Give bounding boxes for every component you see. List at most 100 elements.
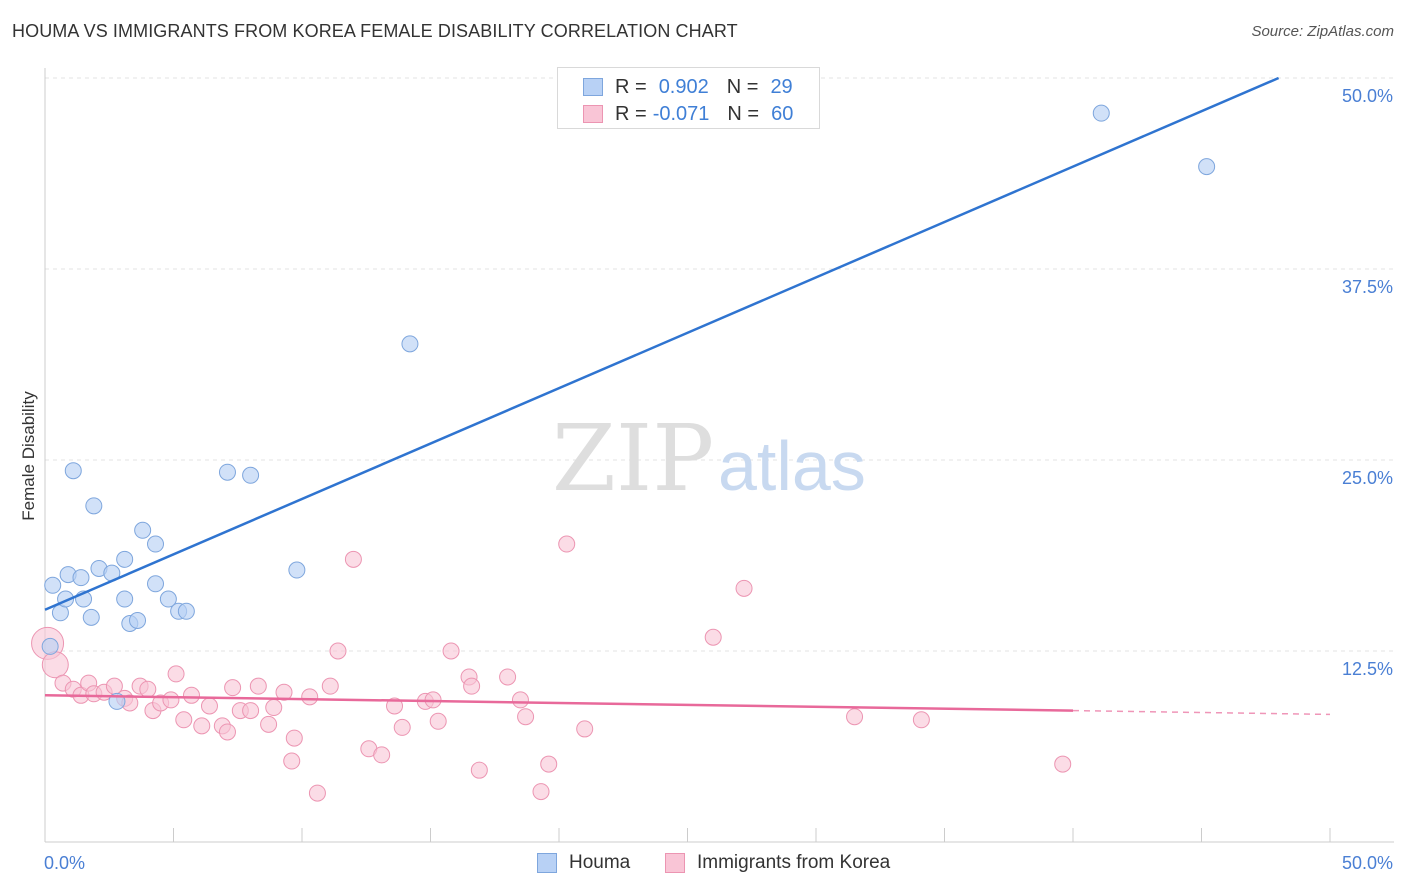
korea-point [1054, 755, 1072, 773]
korea-point [532, 783, 550, 801]
houma-point [134, 521, 152, 539]
y-tick-label: 50.0% [1342, 86, 1393, 106]
stats-n-label: N = [727, 102, 760, 125]
trendlines [44, 76, 1331, 716]
korea-point [275, 683, 293, 701]
stats-n-value: 29 [770, 75, 793, 98]
y-tick-label: 37.5% [1342, 277, 1393, 297]
watermark-atlas: atlas [718, 427, 866, 505]
houma-point [41, 637, 59, 655]
korea-point [200, 697, 218, 715]
legend-item-korea[interactable]: Immigrants from Korea [665, 852, 890, 874]
korea-point [193, 717, 211, 735]
stats-swatch-houma [583, 78, 603, 96]
houma-trendline [44, 76, 1280, 611]
korea-point [429, 712, 447, 730]
korea-point [249, 677, 267, 695]
korea-point [182, 686, 200, 704]
korea-point [470, 761, 488, 779]
legend-label-korea: Immigrants from Korea [697, 852, 891, 873]
korea-point [283, 752, 301, 770]
korea-points [31, 535, 1072, 802]
houma-point [147, 575, 165, 593]
houma-point [85, 497, 103, 515]
houma-point [129, 611, 147, 629]
houma-point [116, 550, 134, 568]
korea-point [218, 723, 236, 741]
stats-n-label: N = [726, 75, 759, 98]
houma-point [64, 462, 82, 480]
legend-item-houma[interactable]: Houma [537, 852, 630, 874]
legend-label-houma: Houma [569, 852, 631, 873]
gridlines [45, 77, 1394, 652]
korea-point [576, 720, 594, 738]
korea-point [463, 677, 481, 695]
watermark: ZIP atlas [552, 405, 866, 512]
stats-n-value: 60 [771, 102, 794, 125]
axes [44, 68, 1394, 843]
y-tick-label: 12.5% [1342, 659, 1393, 679]
korea-point [499, 668, 517, 686]
korea-trendline [44, 694, 1074, 712]
korea-point [442, 642, 460, 660]
houma-point [242, 466, 260, 484]
korea-point [41, 651, 69, 679]
y-tick-labels: 12.5% 25.0% 37.5% 50.0% [1342, 86, 1393, 679]
houma-point [116, 590, 134, 608]
korea-point [735, 579, 753, 597]
stats-row-houma: R = 0.902 N = 29 [558, 73, 793, 101]
chart-title: HOUMA VS IMMIGRANTS FROM KOREA FEMALE DI… [12, 21, 738, 41]
korea-point [912, 711, 930, 729]
stats-r-value: 0.902 [658, 75, 709, 98]
korea-point [558, 535, 576, 553]
korea-point [265, 699, 283, 717]
korea-point [242, 702, 260, 720]
legend-swatch-korea [665, 853, 685, 873]
korea-point [139, 680, 157, 698]
legend-swatch-houma [537, 853, 557, 873]
korea-trendline-extension [1072, 709, 1331, 716]
stats-swatch-korea [583, 105, 603, 123]
korea-point [167, 665, 185, 683]
y-axis-label: Female Disability [19, 391, 38, 521]
korea-point [224, 679, 242, 697]
korea-point [540, 755, 558, 773]
stats-box: R = 0.902 N = 29 R = -0.071 N = 60 [557, 67, 820, 129]
houma-point [401, 335, 419, 353]
korea-point [386, 697, 404, 715]
houma-points [41, 104, 1216, 710]
korea-point [285, 729, 303, 747]
korea-point [308, 784, 326, 802]
korea-point [393, 718, 411, 736]
stats-row-korea: R = -0.071 N = 60 [558, 100, 793, 128]
stats-r-value: -0.071 [652, 102, 710, 125]
stats-r-label: R = [615, 102, 647, 125]
korea-point [175, 711, 193, 729]
korea-point [373, 746, 391, 764]
houma-point [218, 463, 236, 481]
houma-point [44, 576, 62, 594]
y-tick-label: 25.0% [1342, 468, 1393, 488]
houma-point [1092, 104, 1110, 122]
korea-point [162, 691, 180, 709]
korea-point [511, 691, 529, 709]
houma-point [1198, 158, 1216, 176]
korea-point [260, 715, 278, 733]
korea-point [301, 688, 319, 706]
houma-point [147, 535, 165, 553]
korea-point [344, 550, 362, 568]
korea-point [846, 708, 864, 726]
korea-point [704, 628, 722, 646]
chart-source: Source: ZipAtlas.com [1251, 23, 1394, 40]
houma-point [177, 602, 195, 620]
stats-r-label: R = [615, 75, 647, 98]
x-tick-label: 50.0% [1342, 853, 1393, 873]
x-tick-label: 0.0% [44, 853, 85, 873]
houma-point [159, 590, 177, 608]
korea-point [321, 677, 339, 695]
watermark-zip: ZIP [552, 405, 714, 512]
houma-point [72, 569, 90, 587]
x-tick-labels: 0.0% 50.0% [44, 853, 1393, 873]
